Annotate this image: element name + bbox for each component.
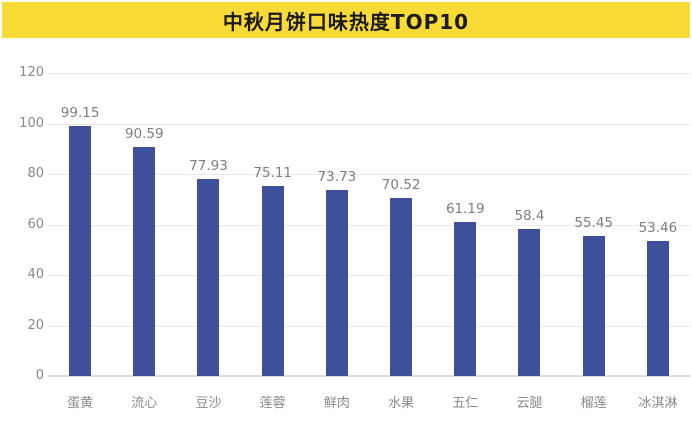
bar-slot: 58.4 [497,73,561,376]
bar-水果 [390,197,413,376]
x-category-label-冰淇淋: 冰淇淋 [638,396,678,411]
bar-slot: 70.52 [369,73,433,376]
x-category-label-蛋黄: 蛋黄 [67,396,94,411]
gridline-y-120 [48,73,690,74]
bar-value-label: 55.45 [574,215,614,231]
x-category-label-云腿: 云腿 [516,396,543,411]
bar-value-label: 99.15 [60,104,100,121]
bar-流心 [133,147,156,376]
chart-title: 中秋月饼口味热度TOP10 [222,9,470,34]
gridline-y-20 [48,325,690,327]
bar-slot: 61.19 [433,73,497,376]
bar-value-label: 58.4 [514,207,545,224]
bar-冰淇淋 [646,241,669,376]
y-tick-label-40: 40 [27,267,44,282]
bar-value-label: 61.19 [445,200,485,217]
bar-value-label: 73.73 [317,168,357,185]
gridline-y-60 [48,224,690,226]
bar-云腿 [518,228,541,376]
y-tick-label-100: 100 [19,115,44,131]
bar-莲蓉 [261,186,284,376]
y-tick-label-120: 120 [19,65,44,80]
bar-slot: 73.73 [305,73,369,376]
bar-slot: 77.93 [176,73,240,376]
bar-豆沙 [197,179,220,376]
gridline-y-100 [48,123,690,125]
bar-slot: 53.46 [626,73,690,376]
bar-五仁 [454,221,477,376]
x-axis-baseline [48,375,690,377]
x-category-label-莲蓉: 莲蓉 [259,396,286,411]
bar-slot: 99.15 [48,73,112,376]
bar-value-label: 70.52 [381,176,421,193]
x-category-label-榴莲: 榴莲 [580,396,607,411]
gridline-y-40 [48,275,690,276]
x-category-label-鲜肉: 鲜肉 [323,396,350,411]
x-category-label-五仁: 五仁 [452,396,479,411]
y-tick-label-20: 20 [27,317,44,333]
bar-slot: 90.59 [112,73,176,376]
y-tick-label-80: 80 [27,166,44,181]
chart-title-banner: 中秋月饼口味热度TOP10 [2,2,690,38]
x-category-label-豆沙: 豆沙 [195,396,222,411]
bar-slot: 55.45 [562,73,626,376]
y-tick-label-0: 0 [35,368,44,383]
bar-鲜肉 [325,189,348,376]
y-tick-label-60: 60 [27,216,44,232]
bar-value-label: 53.46 [638,220,678,237]
bar-slot: 75.11 [241,73,305,376]
plot-area: 99.15 90.59 77.93 75.11 73.73 70.52 61.19 58.4 5… [48,73,690,377]
bar-蛋黄 [69,125,92,376]
x-category-label-水果: 水果 [388,396,415,411]
gridline-y-80 [48,174,690,175]
bar-榴莲 [582,236,605,376]
bar-value-label: 75.11 [253,165,293,182]
x-category-label-流心: 流心 [131,396,158,411]
bar-value-label: 77.93 [189,158,228,175]
bar-value-label: 90.59 [124,126,164,143]
